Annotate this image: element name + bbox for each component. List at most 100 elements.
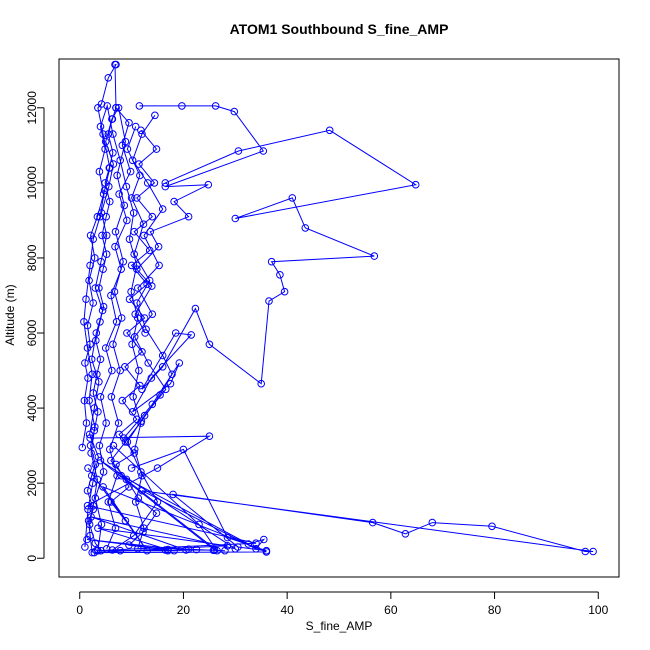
plot-frame (58, 58, 620, 578)
series-line (83, 64, 167, 552)
data-point (113, 171, 121, 180)
data-point (121, 438, 130, 446)
data-point (140, 411, 149, 420)
series-2 (120, 126, 420, 442)
data-point (115, 190, 123, 198)
data-point (118, 396, 127, 405)
data-point (589, 547, 597, 556)
y-tick-label: 6000 (25, 319, 39, 346)
data-point (288, 194, 297, 202)
data-point (156, 391, 164, 399)
data-point (81, 543, 89, 551)
data-point (145, 246, 154, 255)
data-point (223, 542, 232, 550)
data-point (260, 535, 268, 544)
x-tick-label: 100 (588, 603, 608, 617)
x-tick-label: 0 (76, 603, 83, 617)
data-point (102, 231, 111, 240)
data-point (131, 122, 140, 131)
data-point (101, 137, 110, 146)
data-point (103, 102, 111, 110)
data-point (262, 548, 271, 556)
data-point (210, 546, 219, 554)
data-point (91, 460, 100, 469)
data-point (133, 194, 141, 202)
data-point (102, 419, 110, 427)
data-point (98, 306, 107, 315)
data-point (104, 74, 113, 82)
data-point (117, 314, 126, 322)
data-point (109, 149, 117, 157)
data-point (125, 483, 133, 491)
data-point (148, 400, 157, 409)
data-point (139, 220, 148, 228)
data-point (96, 456, 105, 465)
data-point (94, 453, 103, 461)
data-point (112, 104, 120, 112)
data-point (130, 449, 138, 457)
data-point (92, 546, 101, 555)
data-point (85, 276, 93, 285)
data-point (171, 329, 180, 337)
data-point (138, 348, 146, 356)
y-tick-label: 2000 (25, 469, 39, 496)
data-point (112, 60, 120, 69)
data-point (89, 505, 97, 514)
data-point (116, 156, 124, 165)
data-point (87, 449, 95, 457)
data-point (114, 419, 123, 427)
data-point (94, 524, 102, 533)
data-point (127, 464, 136, 472)
data-point (368, 518, 377, 527)
data-point (125, 295, 134, 304)
data-point (138, 471, 146, 480)
data-point (267, 257, 276, 266)
data-point (127, 287, 135, 296)
data-point (95, 284, 103, 292)
data-point (138, 130, 146, 138)
data-point (80, 396, 89, 405)
data-point (131, 310, 139, 319)
data-point (134, 284, 142, 292)
data-point (136, 171, 144, 180)
data-point (91, 254, 99, 262)
data-point (154, 242, 163, 251)
data-point (121, 137, 130, 146)
data-point (488, 522, 496, 531)
data-point (276, 271, 284, 279)
data-point (175, 359, 184, 367)
data-point (161, 182, 170, 191)
data-point (95, 167, 104, 176)
data-point (148, 310, 157, 319)
data-point (143, 546, 151, 555)
data-point (90, 548, 99, 557)
series-4 (109, 441, 597, 556)
data-point (99, 302, 108, 311)
data-point (401, 530, 410, 538)
data-point (99, 190, 108, 198)
data-point (121, 516, 130, 525)
data-point (111, 227, 120, 236)
data-point (191, 304, 200, 313)
data-point (95, 441, 104, 450)
data-point (158, 205, 167, 213)
data-point (178, 102, 186, 110)
y-axis-label: Altitude (m) (3, 284, 17, 345)
data-point (140, 231, 148, 240)
data-point (152, 509, 161, 518)
series-3 (131, 102, 268, 337)
data-point (94, 104, 102, 112)
data-point (168, 370, 176, 379)
data-point (84, 374, 92, 382)
data-point (325, 126, 334, 135)
data-point (125, 235, 134, 243)
data-point (158, 351, 167, 360)
data-point (411, 180, 420, 189)
data-point (89, 235, 97, 243)
data-point (119, 257, 128, 266)
series-line (86, 435, 267, 554)
data-point (164, 545, 172, 554)
data-point (230, 107, 239, 116)
series-line (86, 107, 117, 553)
